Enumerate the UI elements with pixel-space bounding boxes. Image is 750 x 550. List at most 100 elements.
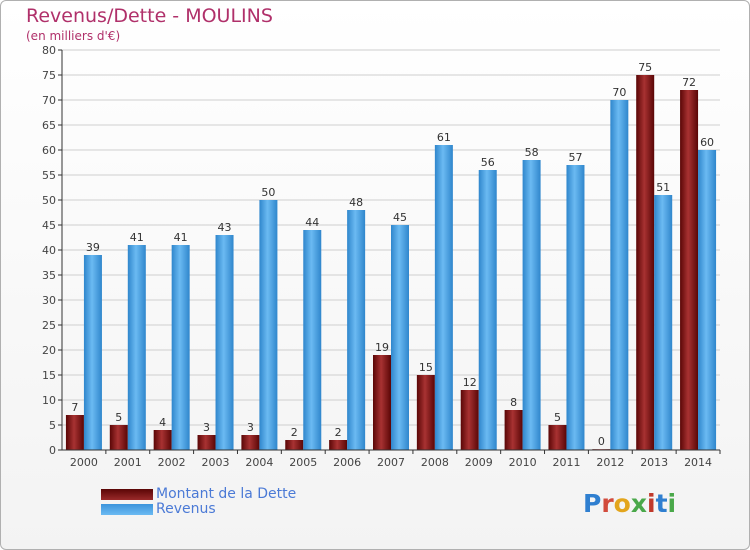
revenus-value-label: 50 bbox=[261, 186, 275, 199]
dette-bar bbox=[636, 75, 655, 450]
dette-bar bbox=[153, 430, 172, 450]
logo-letter: o bbox=[613, 489, 631, 518]
dette-bar bbox=[460, 390, 479, 450]
dette-value-label: 5 bbox=[115, 411, 122, 424]
x-tick-label: 2010 bbox=[509, 456, 537, 469]
x-tick-label: 2002 bbox=[158, 456, 186, 469]
revenus-bar bbox=[391, 225, 409, 450]
revenus-value-label: 70 bbox=[612, 86, 626, 99]
x-tick-label: 2000 bbox=[70, 456, 98, 469]
proxiti-logo: Proxiti bbox=[583, 489, 676, 518]
logo-letter: t bbox=[655, 489, 668, 518]
dette-bar bbox=[285, 440, 304, 450]
legend-item-dette: Montant de la Dette bbox=[101, 486, 296, 502]
revenus-value-label: 48 bbox=[349, 196, 363, 209]
dette-value-label: 2 bbox=[335, 426, 342, 439]
dette-bar bbox=[241, 435, 260, 450]
legend-item-revenus: Revenus bbox=[101, 501, 216, 517]
dette-bar bbox=[680, 90, 699, 450]
revenus-value-label: 39 bbox=[86, 241, 100, 254]
dette-bar bbox=[416, 375, 435, 450]
logo-letter: i bbox=[667, 489, 677, 518]
revenus-value-label: 45 bbox=[393, 211, 407, 224]
revenus-bar bbox=[303, 230, 322, 450]
dette-bar bbox=[548, 425, 567, 450]
y-tick-label: 5 bbox=[49, 419, 56, 432]
y-tick-label: 0 bbox=[49, 444, 56, 457]
dette-value-label: 12 bbox=[463, 376, 477, 389]
x-tick-label: 2011 bbox=[552, 456, 580, 469]
dette-value-label: 15 bbox=[419, 361, 433, 374]
revenus-value-label: 43 bbox=[218, 221, 232, 234]
y-tick-label: 10 bbox=[42, 394, 56, 407]
dette-value-label: 75 bbox=[638, 61, 652, 74]
x-tick-label: 2008 bbox=[421, 456, 449, 469]
revenus-bar bbox=[698, 150, 717, 450]
revenus-bar bbox=[347, 210, 366, 450]
x-tick-label: 2009 bbox=[465, 456, 493, 469]
dette-value-label: 0 bbox=[598, 435, 605, 448]
y-tick-label: 55 bbox=[42, 169, 56, 182]
revenus-bar bbox=[654, 195, 673, 450]
chart-subtitle: (en milliers d'€) bbox=[26, 29, 121, 43]
x-tick-label: 2003 bbox=[202, 456, 230, 469]
logo-letter: P bbox=[583, 489, 602, 518]
x-tick-label: 2012 bbox=[596, 456, 624, 469]
y-tick-label: 45 bbox=[42, 219, 56, 232]
logo-letter: i bbox=[647, 489, 656, 518]
chart-title: Revenus/Dette - MOULINS bbox=[26, 5, 273, 27]
dette-value-label: 5 bbox=[554, 411, 561, 424]
legend-swatch-revenus bbox=[101, 503, 153, 515]
revenus-value-label: 56 bbox=[481, 156, 495, 169]
revenus-bar bbox=[434, 145, 453, 450]
revenus-bar bbox=[127, 245, 146, 450]
revenus-bar bbox=[522, 160, 541, 450]
y-tick-label: 60 bbox=[42, 144, 56, 157]
revenus-bar bbox=[566, 165, 585, 450]
revenus-value-label: 61 bbox=[437, 131, 451, 144]
dette-value-label: 19 bbox=[375, 341, 389, 354]
dette-bar bbox=[329, 440, 348, 450]
x-tick-label: 2005 bbox=[289, 456, 317, 469]
y-tick-label: 25 bbox=[42, 319, 56, 332]
y-tick-label: 40 bbox=[42, 244, 56, 257]
logo-letter: r bbox=[601, 489, 614, 518]
legend-swatch-dette bbox=[101, 488, 153, 500]
x-tick-label: 2006 bbox=[333, 456, 361, 469]
y-tick-label: 50 bbox=[42, 194, 56, 207]
logo-letter: x bbox=[630, 489, 647, 518]
revenus-bar bbox=[478, 170, 497, 450]
revenus-bar bbox=[259, 200, 278, 450]
revenus-value-label: 41 bbox=[174, 231, 188, 244]
dette-bar bbox=[504, 410, 523, 450]
y-tick-label: 75 bbox=[42, 69, 56, 82]
y-tick-label: 70 bbox=[42, 94, 56, 107]
dette-bar bbox=[109, 425, 128, 450]
dette-value-label: 72 bbox=[682, 76, 696, 89]
dette-value-label: 3 bbox=[203, 421, 210, 434]
dette-value-label: 7 bbox=[71, 401, 78, 414]
revenus-bar bbox=[610, 100, 629, 450]
y-tick-label: 80 bbox=[42, 44, 56, 57]
x-tick-label: 2014 bbox=[684, 456, 712, 469]
revenus-value-label: 51 bbox=[656, 181, 670, 194]
y-tick-label: 15 bbox=[42, 369, 56, 382]
dette-value-label: 4 bbox=[159, 416, 166, 429]
revenus-bar bbox=[215, 235, 234, 450]
x-tick-label: 2004 bbox=[245, 456, 273, 469]
legend-label-dette: Montant de la Dette bbox=[156, 486, 297, 502]
x-tick-label: 2013 bbox=[640, 456, 668, 469]
y-tick-label: 30 bbox=[42, 294, 56, 307]
revenus-value-label: 60 bbox=[700, 136, 714, 149]
x-tick-label: 2001 bbox=[114, 456, 142, 469]
revenus-value-label: 57 bbox=[568, 151, 582, 164]
revenus-bar bbox=[83, 255, 102, 450]
revenus-bar bbox=[171, 245, 190, 450]
revenus-value-label: 41 bbox=[130, 231, 144, 244]
y-tick-label: 35 bbox=[42, 269, 56, 282]
dette-value-label: 3 bbox=[247, 421, 254, 434]
x-tick-label: 2007 bbox=[377, 456, 405, 469]
y-tick-label: 20 bbox=[42, 344, 56, 357]
dette-value-label: 8 bbox=[510, 396, 517, 409]
